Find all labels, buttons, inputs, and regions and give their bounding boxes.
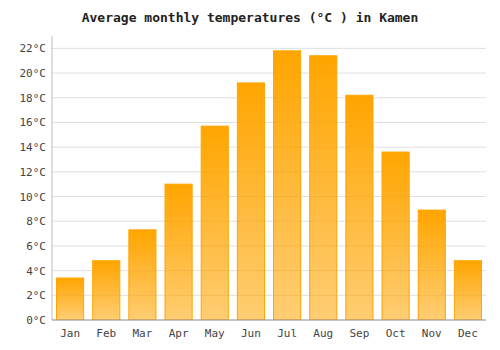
y-tick-label: 22°C: [20, 42, 47, 55]
y-tick-label: 20°C: [20, 67, 47, 80]
x-tick-label: Apr: [169, 327, 189, 340]
x-tick-label: Oct: [386, 327, 406, 340]
bar: [57, 278, 84, 320]
x-tick-label: Sep: [349, 327, 369, 340]
bar: [201, 126, 228, 320]
x-axis-line: [52, 320, 486, 321]
grid-line: [52, 147, 486, 148]
x-tick-label: Jun: [241, 327, 261, 340]
x-tick-label: May: [205, 327, 225, 340]
grid: [52, 48, 486, 320]
bar: [418, 210, 445, 320]
bar: [382, 152, 409, 320]
bar: [93, 261, 120, 320]
y-tick-label: 18°C: [20, 92, 47, 105]
bar: [274, 51, 301, 320]
y-tick-label: 14°C: [20, 141, 47, 154]
chart-container: Average monthly temperatures (°C ) in Ka…: [0, 0, 500, 350]
bar: [165, 184, 192, 320]
y-tick-label: 12°C: [20, 166, 47, 179]
chart-svg: Average monthly temperatures (°C ) in Ka…: [0, 0, 500, 350]
x-tick-label: Aug: [313, 327, 333, 340]
y-tick-label: 8°C: [26, 215, 46, 228]
grid-line: [52, 48, 486, 49]
x-tick-label: Mar: [132, 327, 152, 340]
chart-title: Average monthly temperatures (°C ) in Ka…: [82, 10, 419, 25]
grid-line: [52, 122, 486, 123]
x-tick-label: Jul: [277, 327, 297, 340]
y-tick-label: 16°C: [20, 116, 47, 129]
grid-line: [52, 73, 486, 74]
y-tick-label: 4°C: [26, 265, 46, 278]
bar: [129, 230, 156, 320]
y-tick-label: 2°C: [26, 289, 46, 302]
bar: [346, 95, 373, 320]
bar: [310, 56, 337, 320]
x-tick-label: Jan: [60, 327, 80, 340]
grid-line: [52, 320, 486, 321]
x-tick-label: Dec: [458, 327, 478, 340]
y-tick-label: 6°C: [26, 240, 46, 253]
grid-line: [52, 97, 486, 98]
grid-line: [52, 196, 486, 197]
x-tick-label: Nov: [422, 327, 442, 340]
bar: [454, 261, 481, 320]
bars: [57, 51, 482, 320]
y-tick-label: 0°C: [26, 314, 46, 327]
y-tick-label: 10°C: [20, 191, 47, 204]
y-axis-line: [52, 36, 53, 320]
x-tick-label: Feb: [96, 327, 116, 340]
grid-line: [52, 171, 486, 172]
bar: [237, 83, 264, 320]
